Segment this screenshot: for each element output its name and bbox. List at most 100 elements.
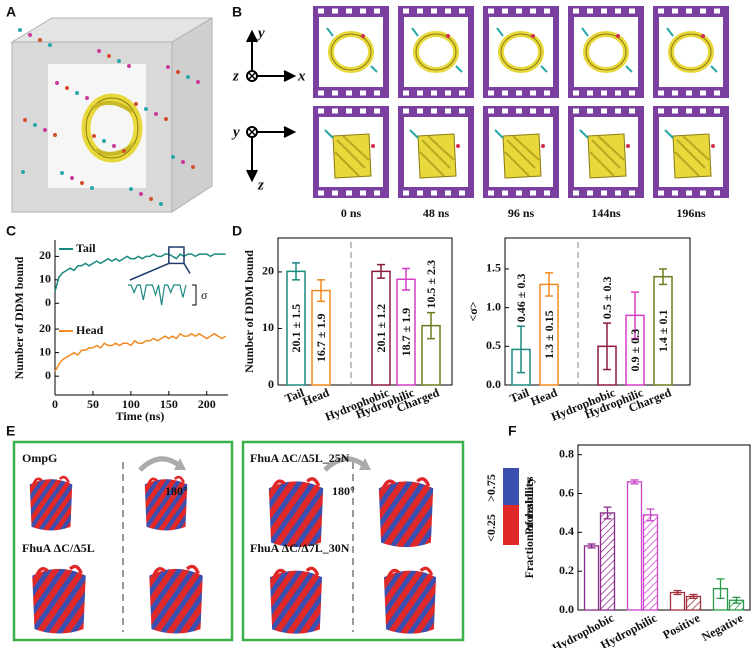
protein (32, 566, 85, 633)
panel-label: C (6, 223, 16, 239)
film-frame (398, 6, 474, 98)
protein (376, 476, 436, 550)
film-frame (483, 6, 559, 98)
molecule (159, 202, 163, 206)
molecule (85, 96, 89, 100)
film-frame (568, 6, 644, 98)
molecule (18, 28, 22, 32)
colorbar (503, 505, 519, 545)
protein (149, 566, 202, 633)
time-label: 196ns (676, 206, 706, 220)
protein-name: FhuA ΔC/Δ5L_25N (250, 451, 350, 465)
panel-label: F (508, 423, 517, 439)
molecule (144, 107, 148, 111)
bracket (192, 284, 197, 306)
y-tick-label: 20 (262, 264, 274, 278)
y-tick-label: 20 (39, 248, 51, 262)
bar (669, 591, 686, 611)
molecule (134, 102, 138, 106)
molecule (48, 43, 52, 47)
axis-name: z (232, 68, 239, 84)
rotation-arrow (138, 456, 182, 472)
x-axis-label: Time (ns) (116, 409, 165, 423)
protein (28, 475, 74, 533)
line (54, 253, 226, 292)
molecule (90, 186, 94, 190)
x-tick-label: Negative (699, 610, 746, 644)
y-tick-label: 0 (45, 368, 51, 382)
molecule (181, 160, 185, 164)
rotation-arrow (359, 458, 371, 470)
protein-name: OmpG (22, 451, 57, 465)
axis-name: y (231, 124, 240, 140)
inset-line (128, 284, 187, 306)
plot-frame (577, 444, 751, 611)
molecule (149, 197, 153, 201)
molecule (55, 81, 59, 85)
molecule (139, 192, 143, 196)
bar (626, 481, 643, 611)
molecule (154, 112, 158, 116)
time-label: 48 ns (423, 206, 450, 220)
x-tick-label: 150 (160, 397, 178, 411)
value-label: 10.5 ± 2.3 (424, 260, 438, 309)
value-label: 0.9 ± 0.3 (628, 329, 642, 372)
value-label: 0.5 ± 0.3 (600, 277, 614, 320)
simulation-box (10, 17, 214, 213)
protein (266, 476, 326, 550)
panel-label: A (6, 4, 16, 20)
y-tick-label: 0.2 (559, 563, 574, 577)
y-axis-label: <σ> (466, 301, 480, 321)
value-label: 20.1 ± 1.2 (374, 304, 388, 353)
y-tick-label: 0.6 (559, 485, 574, 499)
axis-name: z (257, 177, 264, 193)
x-tick-label: 50 (87, 397, 99, 411)
y-tick-label: 10 (39, 344, 51, 358)
molecule (43, 128, 47, 132)
molecule (53, 133, 57, 137)
molecule (28, 33, 32, 37)
zoom-box (168, 246, 185, 265)
colorbar-label: >0.75 (484, 474, 498, 502)
rotation-arrow (323, 456, 367, 472)
legend-label: Tail (76, 241, 96, 255)
axes-diagram (246, 29, 297, 183)
y-tick-label: 10 (262, 320, 274, 334)
molecule (129, 187, 133, 191)
rotation-arrow (174, 458, 186, 470)
y-tick-label: 0.0 (559, 602, 574, 616)
panel-label: B (232, 4, 242, 20)
time-label: 0 ns (341, 206, 362, 220)
protein-name: FhuA ΔC/Δ7L_30N (250, 541, 350, 555)
molecule (186, 75, 190, 79)
time-label: 144ns (591, 206, 621, 220)
value-label: 1.4 ± 0.1 (656, 310, 670, 353)
panel-label: E (6, 423, 15, 439)
panel-label: D (232, 223, 242, 239)
axis-name: y (256, 25, 265, 41)
molecule (191, 165, 195, 169)
value-label: 1.3 ± 0.15 (542, 310, 556, 359)
bar (583, 545, 600, 611)
value-label: 0.46 ± 0.3 (514, 274, 528, 323)
y-tick-label: 0.5 (486, 338, 501, 352)
molecule (166, 65, 170, 69)
x-tick-label: Head (529, 385, 560, 408)
molecule (23, 118, 27, 122)
molecule (80, 181, 84, 185)
x-tick-label: 0 (52, 397, 58, 411)
molecule (122, 149, 126, 153)
colorbar (503, 468, 519, 505)
y-axis-label: Fraction of residues (522, 476, 536, 578)
molecule (164, 117, 168, 121)
colorbar-label: <0.25 (484, 514, 498, 542)
molecule (33, 123, 37, 127)
molecule (65, 86, 69, 90)
y-tick-label: 20 (39, 321, 51, 335)
panel-box (12, 440, 234, 642)
molecule (92, 134, 96, 138)
molecule (107, 54, 111, 58)
film-frame (313, 6, 389, 98)
value-label: 18.7 ± 1.9 (399, 308, 413, 357)
